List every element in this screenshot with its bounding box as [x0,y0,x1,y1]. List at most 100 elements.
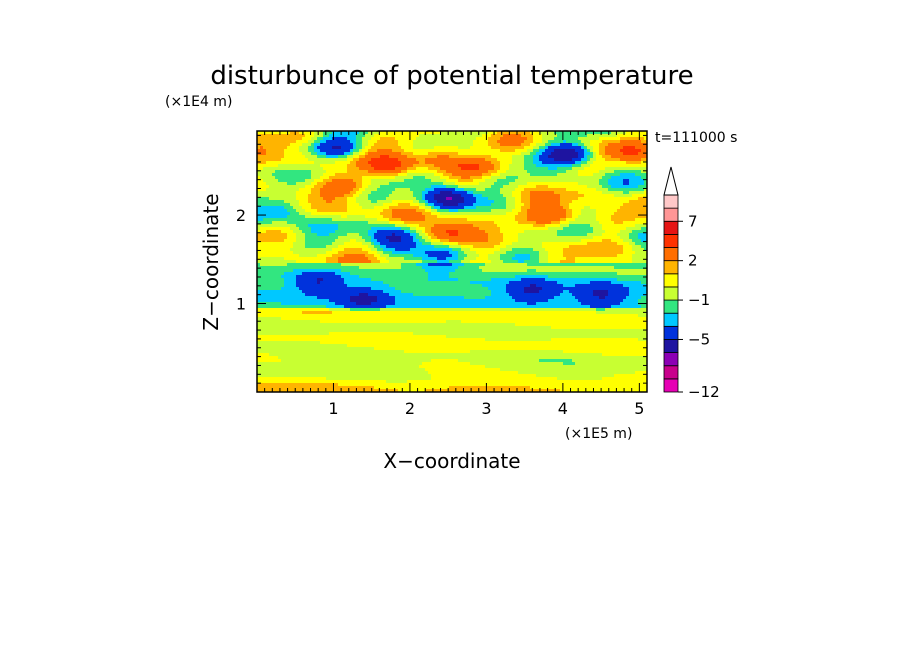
field-cell [356,155,360,159]
field-cell [458,221,462,225]
field-cell [536,167,540,171]
field-cell [395,209,399,213]
field-cell [554,236,558,240]
field-cell [566,188,570,192]
field-cell [527,236,531,240]
field-cell [428,221,432,225]
field-cell [425,155,429,159]
field-cell [305,239,309,243]
field-cell [506,152,510,156]
field-cell [383,188,387,192]
field-cell [362,212,366,216]
field-cell [608,149,612,153]
field-cell [440,143,444,147]
field-cell [305,188,309,192]
field-cell [437,146,441,150]
field-cell [521,215,525,219]
field-cell [593,134,597,138]
field-cell [377,233,381,237]
field-cell [635,167,639,171]
field-cell [509,239,513,243]
field-cell [488,185,492,189]
field-cell [608,206,612,210]
field-cell [497,242,501,246]
field-cell [455,227,459,231]
field-cell [584,209,588,213]
field-cell [632,131,636,135]
field-cell [512,155,516,159]
field-cell [341,245,345,249]
field-cell [527,143,531,147]
field-cell [443,161,447,165]
field-cell [575,146,579,150]
field-cell [629,197,633,201]
field-cell [548,236,552,240]
field-cell [302,179,306,183]
field-cell [479,188,483,192]
field-cell [584,137,588,141]
field-cell [593,227,597,231]
field-cell [629,170,633,174]
field-cell [320,194,324,198]
field-cell [488,233,492,237]
field-cell [407,137,411,141]
field-cell [455,131,459,135]
field-cell [413,143,417,147]
field-cell [377,209,381,213]
field-cell [422,188,426,192]
field-cell [299,218,303,222]
field-cell [290,161,294,165]
field-cell [560,242,564,246]
field-cell [374,140,378,144]
field-cell [353,164,357,168]
field-cell [461,170,465,174]
field-cell [416,134,420,138]
field-cell [305,161,309,165]
field-cell [305,215,309,219]
field-cell [281,143,285,147]
field-cell [572,131,576,135]
field-cell [281,227,285,231]
field-cell [341,143,345,147]
field-cell [386,140,390,144]
field-cell [548,227,552,231]
field-cell [467,224,471,228]
field-cell [446,143,450,147]
field-cell [641,179,645,183]
field-cell [509,230,513,234]
field-cell [587,239,591,243]
field-cell [518,242,522,246]
field-cell [269,206,273,210]
field-cell [311,188,315,192]
field-cell [356,233,360,237]
field-cell [521,164,525,168]
field-cell [332,209,336,213]
field-cell [320,239,324,243]
field-cell [524,221,528,225]
field-cell [617,200,621,204]
field-cell [485,212,489,216]
field-cell [623,242,627,246]
field-cell [275,134,279,138]
field-cell [308,146,312,150]
field-cell [329,176,333,180]
field-cell [407,245,411,249]
field-cell [626,227,630,231]
field-cell [425,212,429,216]
field-cell [287,236,291,240]
field-cell [338,155,342,159]
field-cell [275,206,279,210]
field-cell [356,245,360,249]
field-cell [473,233,477,237]
field-cell [581,146,585,150]
field-cell [542,236,546,240]
field-cell [494,200,498,204]
field-cell [299,230,303,234]
field-cell [263,179,267,183]
field-cell [542,140,546,144]
field-cell [590,242,594,246]
field-cell [440,185,444,189]
field-cell [395,188,399,192]
field-cell [299,173,303,177]
field-cell [509,155,513,159]
